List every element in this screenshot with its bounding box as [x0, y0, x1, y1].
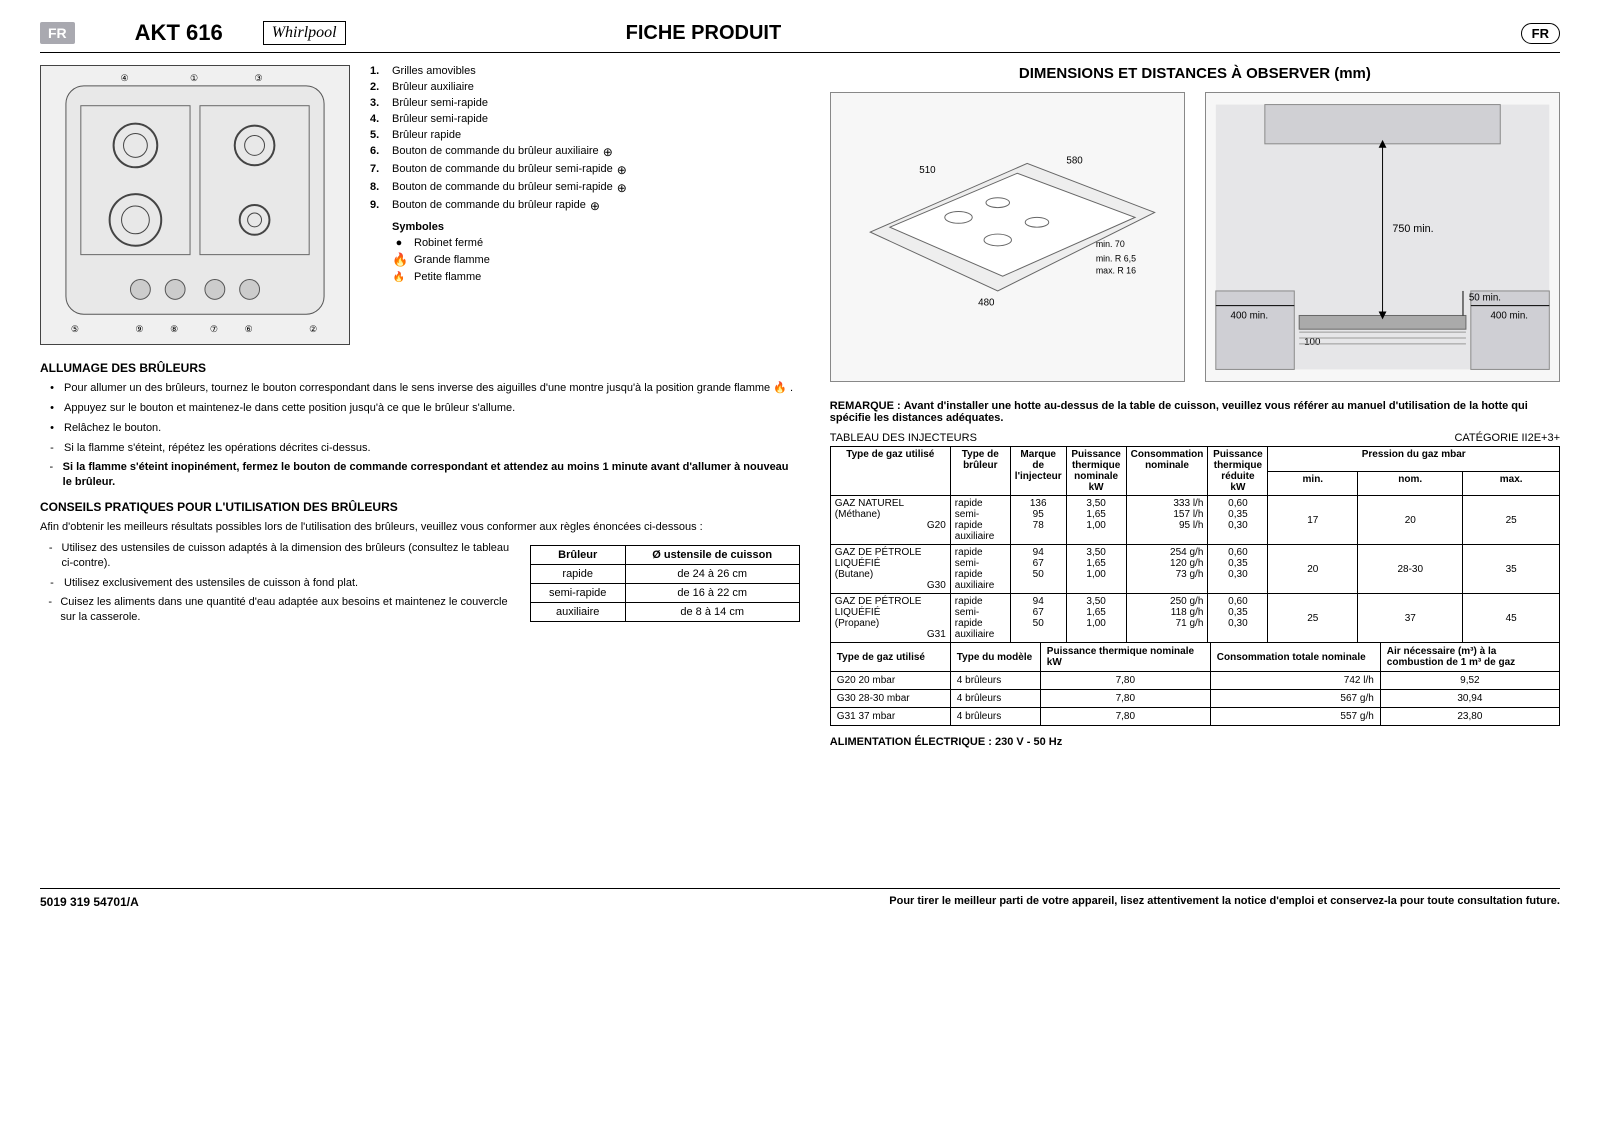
table-row: semi-rapidede 16 à 22 cm: [530, 583, 799, 602]
remark-text: REMARQUE : Avant d'installer une hotte a…: [830, 400, 1560, 424]
svg-text:400 min.: 400 min.: [1490, 310, 1528, 321]
model-code: AKT 616: [135, 20, 223, 46]
parts-item: 8.Bouton de commande du brûleur semi-rap…: [370, 181, 800, 195]
col-utensil: Ø ustensile de cuisson: [625, 545, 799, 564]
parts-item: 9.Bouton de commande du brûleur rapide⊕: [370, 199, 800, 213]
svg-text:④: ④: [121, 73, 129, 83]
table-row: auxiliairede 8 à 14 cm: [530, 602, 799, 621]
lang-badge-right: FR: [1521, 23, 1560, 44]
tips-title: CONSEILS PRATIQUES POUR L'UTILISATION DE…: [40, 500, 800, 514]
svg-text:580: 580: [1066, 155, 1083, 166]
dimension-figure-clearance: 750 min. 50 min. 400 min. 400 min. 100: [1205, 92, 1560, 382]
parts-item: 6.Bouton de commande du brûleur auxiliai…: [370, 145, 800, 159]
svg-text:min. 70: min. 70: [1096, 239, 1125, 249]
injector-caption: TABLEAU DES INJECTEURS: [830, 432, 977, 444]
parts-item: 1.Grilles amovibles: [370, 65, 800, 77]
svg-text:⑨: ⑨: [135, 324, 143, 334]
tips-item: -Cuisez les aliments dans une quantité d…: [40, 595, 510, 625]
knob-icon: ⊕: [603, 145, 621, 159]
ignition-item: -Si la flamme s'éteint inopinément, ferm…: [40, 460, 800, 490]
parts-item: 5.Brûleur rapide: [370, 129, 800, 141]
ignition-item: •Pour allumer un des brûleurs, tournez l…: [40, 381, 800, 396]
knob-icon: ⊕: [590, 199, 608, 213]
ignition-list: •Pour allumer un des brûleurs, tournez l…: [40, 381, 800, 490]
dimensions-title: DIMENSIONS ET DISTANCES À OBSERVER (mm): [830, 65, 1560, 82]
svg-text:400 min.: 400 min.: [1230, 310, 1268, 321]
lang-badge-left: FR: [40, 22, 75, 44]
cooktop-diagram: ④ ① ③ ⑤ ⑨ ⑧ ⑦ ⑥ ②: [40, 65, 350, 345]
symbol-row: 🔥Grande flamme: [392, 252, 800, 268]
table-row: G31 37 mbar4 brûleurs7,80557 g/h23,80: [830, 708, 1559, 726]
parts-item: 4.Brûleur semi-rapide: [370, 113, 800, 125]
col-burner: Brûleur: [530, 545, 625, 564]
tips-intro: Afin d'obtenir les meilleurs résultats p…: [40, 520, 800, 535]
page-header: FR AKT 616 Whirlpool FICHE PRODUIT FR: [40, 20, 1560, 53]
svg-text:⑤: ⑤: [71, 324, 79, 334]
dimension-figure-cutout: 580 510 480 min. 70 min. R 6,5 max. R 16: [830, 92, 1185, 382]
injector-table: Type de gaz utilisé Type de brûleur Marq…: [830, 446, 1560, 643]
symbol-row: ●Robinet fermé: [392, 237, 800, 249]
doc-title: FICHE PRODUIT: [626, 22, 782, 45]
symbols-title: Symboles: [392, 221, 800, 233]
parts-item: 3.Brûleur semi-rapide: [370, 97, 800, 109]
ignition-title: ALLUMAGE DES BRÛLEURS: [40, 361, 800, 375]
svg-text:⑧: ⑧: [170, 324, 178, 334]
category-label: CATÉGORIE II2E+3+: [1454, 432, 1560, 444]
svg-text:⑦: ⑦: [210, 324, 218, 334]
burner-size-table: Brûleur Ø ustensile de cuisson rapidede …: [530, 545, 800, 622]
footer-note: Pour tirer le meilleur parti de votre ap…: [889, 895, 1560, 909]
svg-text:②: ②: [309, 324, 317, 334]
svg-text:max. R 16: max. R 16: [1096, 265, 1136, 275]
table-row: GAZ DE PÉTROLE LIQUÉFIÉ(Propane)G31rapid…: [830, 594, 1559, 643]
table-row: GAZ NATUREL(Méthane)G20rapidesemi-rapide…: [830, 496, 1559, 545]
footer-ref: 5019 319 54701/A: [40, 895, 139, 909]
svg-text:750 min.: 750 min.: [1392, 223, 1433, 235]
ignition-item: •Relâchez le bouton.: [40, 421, 800, 436]
svg-text:③: ③: [255, 73, 263, 83]
svg-text:480: 480: [978, 298, 995, 309]
ignition-item: •Appuyez sur le bouton et maintenez-le d…: [40, 401, 800, 416]
tips-item: -Utilisez des ustensiles de cuisson adap…: [40, 541, 510, 571]
tips-item: -Utilisez exclusivement des ustensiles d…: [40, 576, 510, 591]
table-row: GAZ DE PÉTROLE LIQUÉFIÉ(Butane)G30rapide…: [830, 545, 1559, 594]
table-row: G30 28-30 mbar4 brûleurs7,80567 g/h30,94: [830, 690, 1559, 708]
symbol-row: 🔥Petite flamme: [392, 271, 800, 283]
svg-text:min. R 6,5: min. R 6,5: [1096, 254, 1136, 264]
knob-icon: ⊕: [617, 181, 635, 195]
electrical-spec: ALIMENTATION ÉLECTRIQUE : 230 V - 50 Hz: [830, 736, 1560, 748]
ignition-item: -Si la flamme s'éteint, répétez les opér…: [40, 441, 800, 456]
page-footer: 5019 319 54701/A Pour tirer le meilleur …: [40, 888, 1560, 909]
knob-icon: ⊕: [617, 163, 635, 177]
table-row: G20 20 mbar4 brûleurs7,80742 l/h9,52: [830, 672, 1559, 690]
svg-text:①: ①: [190, 73, 198, 83]
brand-logo: Whirlpool: [263, 21, 346, 45]
svg-text:50 min.: 50 min.: [1469, 293, 1501, 304]
svg-text:510: 510: [919, 165, 936, 176]
table-row: rapidede 24 à 26 cm: [530, 564, 799, 583]
svg-text:⑥: ⑥: [245, 324, 253, 334]
parts-item: 7.Bouton de commande du brûleur semi-rap…: [370, 163, 800, 177]
tips-list: -Utilisez des ustensiles de cuisson adap…: [40, 541, 510, 625]
summary-table: Type de gaz utilisé Type du modèle Puiss…: [830, 642, 1560, 726]
svg-text:100: 100: [1304, 337, 1321, 348]
parts-item: 2.Brûleur auxiliaire: [370, 81, 800, 93]
parts-list: 1.Grilles amovibles 2.Brûleur auxiliaire 3…: [370, 65, 800, 345]
